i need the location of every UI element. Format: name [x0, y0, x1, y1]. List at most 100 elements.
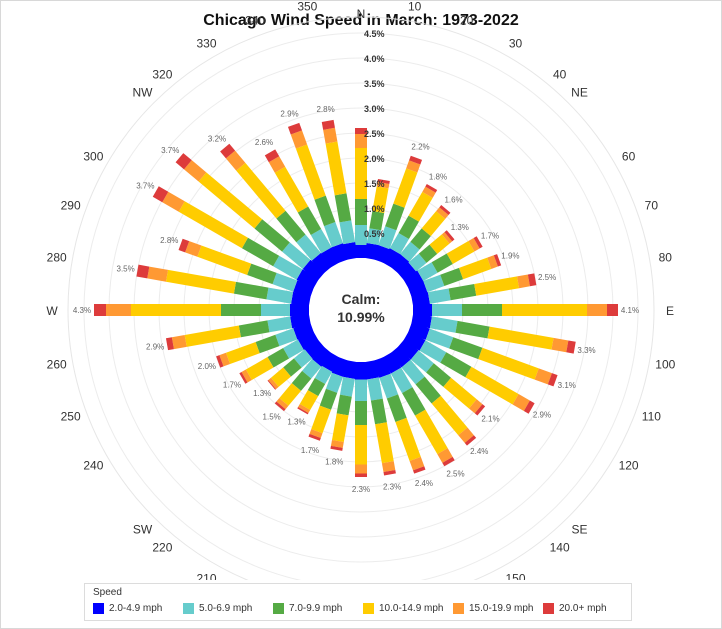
bar-60-series-2	[431, 253, 453, 273]
total-label: 2.5%	[538, 273, 556, 282]
bar-140-series-0	[389, 345, 411, 368]
bar-310-series-3	[198, 172, 263, 229]
bar-70-series-3	[459, 257, 492, 280]
bar-180-series-4	[355, 464, 367, 474]
bar-30-series-2	[398, 215, 419, 239]
bar-0-series-1	[355, 225, 367, 245]
bar-40-series-3	[421, 211, 446, 237]
bar-340-series-1	[324, 221, 344, 248]
bar-330-series-0	[321, 247, 341, 268]
bar-300-series-0	[296, 269, 319, 290]
bar-80-series-2	[448, 283, 477, 301]
bar-60-series-3	[446, 241, 475, 264]
bar-20-series-4	[406, 160, 421, 173]
bar-210-series-0	[321, 352, 341, 372]
angular-label: 20	[460, 14, 474, 28]
grid-circle	[83, 32, 639, 580]
bar-20-series-2	[385, 203, 405, 231]
bar-310-series-1	[282, 242, 311, 269]
bar-250-series-3	[225, 341, 260, 365]
bar-200-series-1	[325, 372, 344, 393]
bar-160-series-3	[395, 417, 421, 461]
legend-label: 7.0-9.9 mph	[289, 603, 343, 614]
angular-label: 340	[245, 14, 265, 28]
radial-tick-label: 3.0%	[364, 104, 385, 114]
bar-220-series-5	[274, 401, 286, 412]
total-label: 3.2%	[208, 134, 226, 143]
bar-270-series-5	[94, 304, 106, 316]
angular-label: 120	[619, 459, 639, 473]
angular-label: 250	[61, 410, 81, 424]
angular-label: 210	[196, 572, 216, 580]
bar-90-series-1	[432, 304, 462, 316]
total-label: 1.7%	[223, 381, 241, 390]
bar-110-series-3	[478, 347, 539, 380]
bar-140-series-5	[464, 435, 477, 446]
bar-280-series-1	[266, 287, 294, 304]
total-label: 1.3%	[287, 418, 305, 427]
bar-50-series-1	[408, 253, 427, 272]
angular-label: E	[666, 304, 674, 318]
bar-350-series-1	[339, 220, 356, 245]
bar-240-series-4	[241, 369, 252, 383]
bar-260-series-2	[238, 320, 270, 338]
angular-label: NW	[133, 86, 154, 100]
total-label: 3.1%	[558, 381, 576, 390]
bar-240-series-3	[245, 357, 274, 380]
radial-tick-label: 4.0%	[364, 54, 385, 64]
bar-30-series-1	[389, 232, 409, 255]
bar-100-series-2	[455, 320, 490, 339]
bar-50-series-3	[429, 234, 450, 254]
bar-30-series-4	[422, 186, 436, 198]
bar-270-series-1	[261, 304, 290, 316]
bar-310-series-2	[254, 219, 290, 252]
bar-70-series-5	[493, 254, 502, 267]
bar-220-series-0	[312, 345, 333, 367]
angular-label: 260	[47, 358, 67, 372]
bar-140-series-2	[415, 376, 441, 404]
total-labels: 2.2% 1.8% 1.6% 1.3% 1.7% 1.9% 2.5% 4.1% 3.3% 3.1%…	[73, 105, 639, 494]
bar-180-series-1	[355, 379, 367, 401]
bar-270-series-2	[221, 304, 261, 316]
bar-110-series-5	[547, 373, 558, 387]
radial-tick-label: 1.0%	[364, 204, 385, 214]
legend-item: 20.0+ mph	[543, 603, 633, 614]
bar-210-series-3	[299, 390, 319, 410]
bar-120-series-2	[440, 352, 472, 378]
bar-320-series-5	[220, 143, 236, 159]
bar-80-series-1	[427, 288, 451, 304]
total-label: 1.3%	[253, 389, 271, 398]
bar-290-series-3	[197, 245, 252, 275]
bar-200-series-2	[319, 388, 338, 410]
bar-240-series-2	[267, 348, 290, 368]
angular-label: 30	[509, 36, 523, 50]
bar-110-series-0	[407, 322, 430, 340]
bar-170-series-2	[370, 398, 387, 425]
bar-130-series-2	[426, 363, 452, 387]
bar-160-series-2	[386, 394, 407, 422]
wind-rose-chart: 0.5% 1.0% 1.5% 2.0% 2.5% 3.0% 3.5% 4.0% 4.5% N 10…	[46, 0, 676, 580]
bar-20-series-3	[393, 168, 418, 208]
angular-label: 300	[83, 150, 103, 164]
bar-120-series-5	[523, 400, 535, 414]
bar-190-series-1	[339, 376, 355, 397]
bar-150-series-2	[402, 387, 426, 416]
total-label: 1.7%	[301, 446, 319, 455]
bar-340-series-2	[314, 195, 336, 227]
bar-230-series-4	[268, 377, 279, 390]
bar-280-series-5	[136, 264, 150, 279]
bar-350-series-4	[323, 127, 338, 144]
bar-140-series-1	[401, 359, 425, 385]
bar-150-series-0	[381, 352, 402, 374]
bar-250-series-2	[255, 334, 280, 354]
calm-value: 10.99%	[337, 309, 385, 325]
bar-50-series-5	[444, 230, 455, 242]
bar-150-series-5	[442, 456, 455, 467]
bar-50-series-2	[418, 244, 438, 263]
bar-40-series-2	[410, 228, 431, 250]
bar-320-series-3	[236, 162, 286, 219]
bar-340-series-4	[290, 130, 308, 149]
bar-200-series-3	[311, 405, 332, 434]
bar-30-series-3	[408, 191, 433, 222]
bar-320-series-1	[296, 234, 321, 261]
